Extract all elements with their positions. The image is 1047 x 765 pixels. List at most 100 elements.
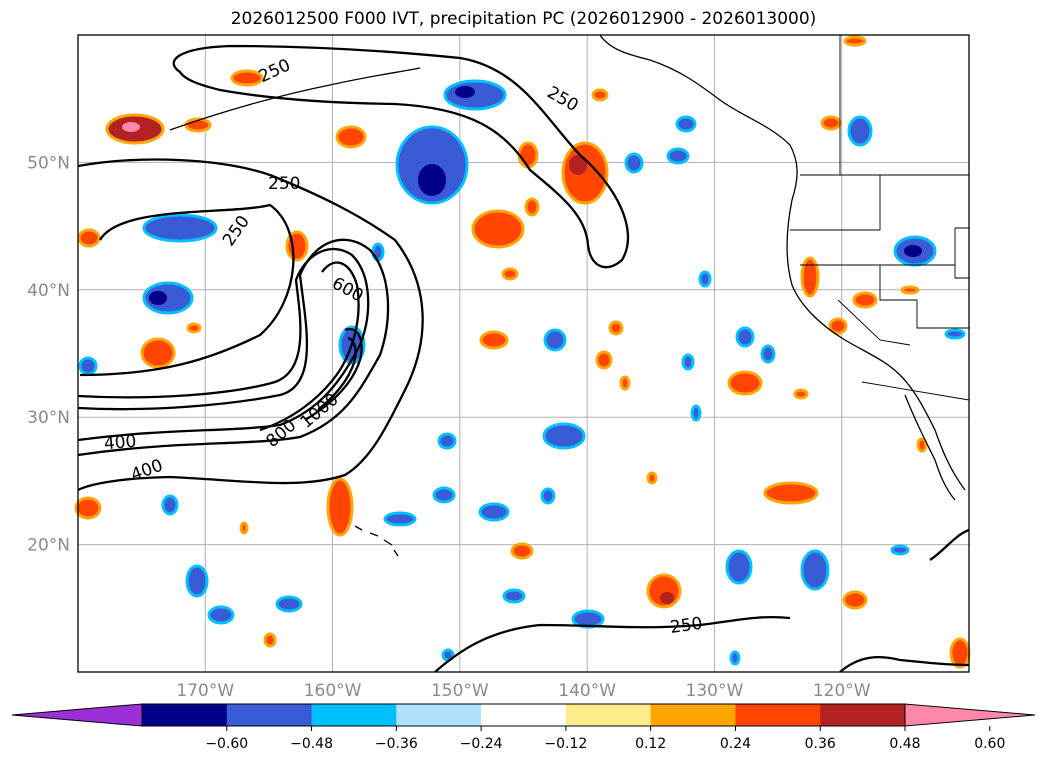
neg-patch (944, 328, 966, 340)
pos-patch (77, 228, 101, 248)
pos-patch (646, 471, 658, 485)
pos-patch (852, 291, 878, 309)
neg-patch (432, 486, 456, 504)
colorbar-segment (226, 704, 313, 726)
neg-patch (78, 356, 98, 376)
pos-patch (916, 437, 928, 453)
neg-patch (502, 588, 526, 604)
lat-tick-label: 30°N (27, 408, 70, 428)
pos-patch (595, 350, 613, 370)
neg-patch (675, 115, 697, 133)
pos-patch (74, 496, 102, 520)
colorbar-tick-label: −0.12 (544, 736, 587, 752)
lon-tick-label: 160°W (304, 681, 362, 701)
colorbar-tick-label: −0.36 (375, 736, 418, 752)
neg-patch (904, 245, 922, 257)
neg-patch (185, 564, 209, 598)
colorbar-tick-label: 0.12 (635, 736, 666, 752)
colorbar-segment (396, 704, 482, 726)
neg-patch (760, 344, 776, 364)
colorbar-tick-label: −0.48 (290, 736, 333, 752)
contour-label: 250 (669, 614, 704, 638)
pos-patch (842, 590, 868, 610)
ivt-contour-250-inner (79, 203, 295, 377)
north-america-coast (599, 34, 966, 491)
state-border-3 (879, 265, 969, 329)
ivt-contour-1000 (317, 336, 357, 411)
state-border-1 (790, 175, 881, 231)
neg-patch (418, 164, 446, 196)
pos-patch (843, 35, 867, 47)
ivt-contour-800 (304, 327, 363, 421)
neg-patch (443, 79, 507, 111)
colorbar-outline (141, 703, 906, 727)
lon-tick-label: 120°W (813, 681, 871, 701)
precip-anomaly-patches (74, 35, 971, 669)
colorbar-tick-label: −0.24 (460, 736, 503, 752)
pos-patch (517, 141, 539, 169)
colorbar-segment (565, 704, 652, 726)
pos-patch (660, 592, 674, 604)
neg-patch (207, 605, 235, 625)
pos-patch (591, 88, 609, 102)
pos-patch (763, 481, 819, 505)
pos-patch (122, 122, 140, 132)
pos-patch (820, 115, 842, 131)
neg-patch (666, 147, 690, 165)
neg-patch (149, 291, 167, 305)
ivt-contour-250-north (172, 44, 630, 269)
colorbar-tick-label: −0.60 (205, 736, 248, 752)
pos-patch (140, 337, 176, 369)
ivt-contour-400-a (77, 238, 390, 457)
neg-patch (690, 404, 702, 422)
state-border-6 (954, 227, 969, 279)
colorbar-segment (820, 704, 906, 726)
borders (790, 35, 970, 401)
neg-patch (540, 487, 556, 505)
pos-patch (186, 322, 202, 334)
colorbar-segment (650, 704, 736, 726)
colorbar-tick-label: 0.48 (889, 736, 920, 752)
neg-patch (698, 270, 712, 288)
lon-tick-label: 170°W (176, 681, 234, 701)
ivt-contour-250-main (77, 158, 424, 492)
colorbar: −0.60 −0.48 −0.36 −0.24 −0.12 0.12 0.24 0.36 0.4… (11, 703, 1036, 752)
pos-patch (479, 330, 509, 350)
ivt-contour-400-b (77, 247, 370, 442)
neg-patch (729, 650, 741, 666)
colorbar-tick-label: 0.60 (974, 736, 1005, 752)
colorbar-tick-label: 0.36 (805, 736, 836, 752)
pos-patch (335, 125, 367, 149)
map-area (78, 35, 969, 672)
pos-patch (239, 521, 249, 535)
pos-patch (727, 370, 763, 396)
pos-patch (524, 197, 540, 217)
state-border-5 (861, 381, 970, 401)
neg-patch (800, 549, 830, 591)
colorbar-segment (481, 704, 567, 726)
pos-patch (949, 637, 971, 669)
neg-patch (161, 494, 179, 516)
pos-patch (561, 141, 609, 205)
neg-patch (543, 328, 567, 352)
neg-patch (383, 511, 417, 527)
neg-patch (455, 86, 475, 98)
lon-tick-label: 140°W (558, 681, 616, 701)
pos-patch (326, 477, 354, 537)
neg-patch (478, 502, 510, 522)
map-frame (77, 34, 970, 673)
coastline (169, 34, 966, 557)
plot-title: 2026012500 F000 IVT, precipitation PC (2… (230, 9, 817, 29)
pos-patch (569, 155, 587, 175)
colorbar-segment (735, 704, 821, 726)
ivt-contour-250-ne (929, 528, 970, 561)
colorbar-extend-high (904, 703, 1036, 727)
ivt-contour-250-south (434, 615, 791, 673)
contour-label: 250 (268, 174, 300, 194)
alaska-coast (169, 67, 421, 131)
pos-patch (619, 375, 631, 391)
pos-patch (471, 209, 525, 249)
pos-patch (828, 317, 848, 335)
neg-patch (725, 549, 753, 585)
neg-patch (542, 422, 586, 450)
